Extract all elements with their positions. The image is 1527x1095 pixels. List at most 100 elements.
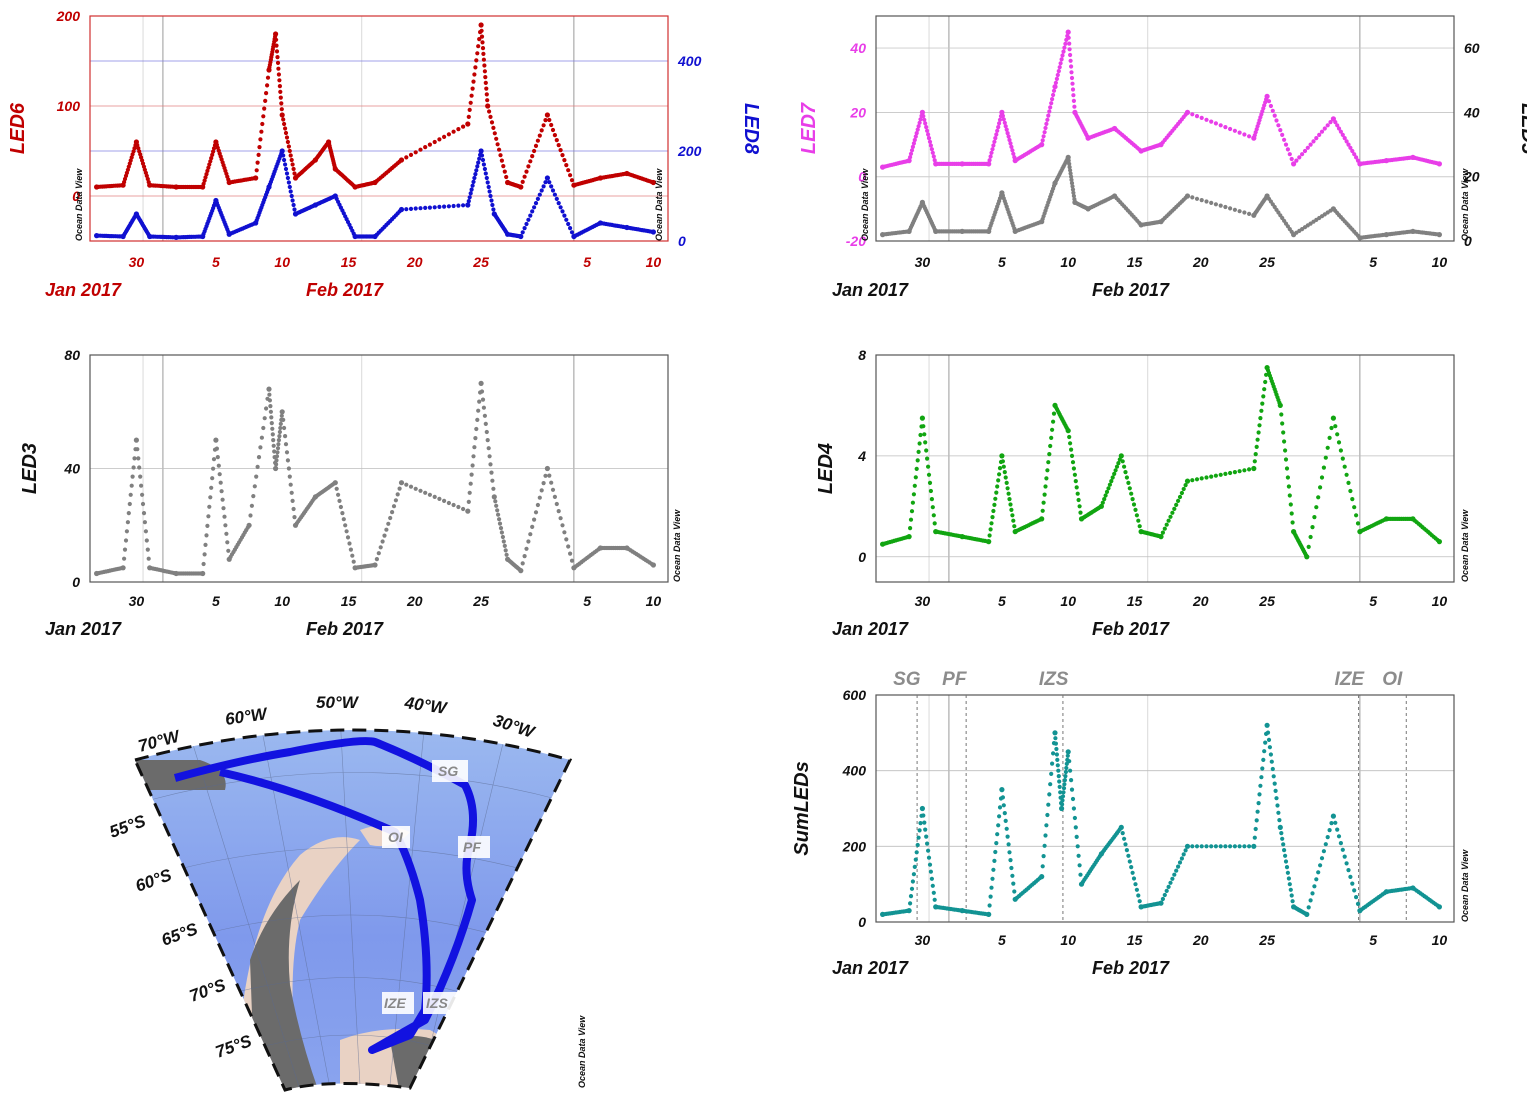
data-point — [911, 872, 917, 877]
data-point — [1181, 486, 1186, 492]
data-point-anchor — [1039, 142, 1045, 148]
data-point — [1050, 427, 1055, 432]
data-point — [1136, 518, 1141, 523]
data-point-anchor — [94, 570, 100, 577]
data-point — [269, 421, 274, 426]
data-point — [498, 526, 504, 531]
data-point — [1218, 844, 1223, 849]
data-point — [220, 497, 225, 502]
data-point — [252, 484, 257, 489]
data-point — [136, 456, 141, 461]
data-point — [909, 886, 915, 891]
data-point — [1051, 419, 1056, 424]
data-point — [908, 901, 913, 906]
data-point — [350, 553, 355, 558]
data-point-anchor — [1383, 232, 1389, 238]
data-point — [1120, 459, 1125, 464]
data-point-anchor — [1039, 874, 1045, 880]
data-point — [1164, 888, 1169, 894]
data-point — [481, 405, 486, 410]
data-point — [140, 492, 145, 497]
data-point — [265, 75, 271, 80]
data-point-anchor — [1138, 904, 1144, 910]
data-point-anchor — [94, 233, 100, 239]
data-point-anchor — [279, 409, 285, 415]
data-point — [286, 466, 291, 471]
data-point — [1228, 206, 1233, 211]
month-label: Jan 2017 — [832, 280, 909, 300]
data-point-anchor — [478, 380, 484, 386]
data-point — [994, 132, 999, 137]
data-point — [1228, 844, 1233, 849]
data-point-anchor — [1158, 900, 1164, 906]
data-point — [1290, 899, 1295, 904]
data-point — [927, 862, 933, 867]
data-point — [469, 187, 474, 192]
data-point-anchor — [959, 908, 965, 914]
data-point — [1308, 534, 1313, 540]
data-point-anchor — [1078, 516, 1085, 522]
data-point-anchor — [1052, 730, 1058, 736]
data-point — [432, 139, 437, 145]
data-point — [1074, 485, 1079, 490]
data-point — [1174, 502, 1179, 507]
data-point — [912, 137, 917, 143]
data-point — [1247, 844, 1252, 849]
data-point — [1114, 464, 1120, 469]
data-point — [258, 445, 263, 450]
data-point — [562, 158, 567, 163]
data-point — [917, 828, 922, 833]
data-point — [1137, 899, 1142, 904]
data-point — [1269, 759, 1274, 764]
data-point — [537, 133, 542, 138]
data-point — [1338, 448, 1343, 453]
data-point — [427, 205, 432, 210]
data-point — [1272, 781, 1277, 786]
data-point — [265, 83, 270, 88]
data-point — [278, 425, 283, 431]
data-point — [1335, 827, 1340, 832]
data-point — [1071, 466, 1076, 471]
panel-sumleds: SG PF IZS IZE OI 0 200 400 600 SumLEDs 30 5 10 15 20 25… — [791, 669, 1470, 978]
data-point-anchor — [1065, 749, 1071, 755]
data-point — [201, 561, 206, 567]
data-point — [489, 120, 495, 125]
data-point — [1046, 113, 1051, 118]
data-point — [1258, 416, 1263, 421]
data-point — [495, 508, 500, 513]
data-point-anchor — [1330, 415, 1336, 421]
data-point-anchor — [959, 228, 965, 234]
data-point — [1183, 848, 1188, 853]
data-point — [281, 117, 286, 122]
odv-watermark: Ocean Data View — [672, 509, 682, 582]
data-point — [135, 447, 140, 452]
data-point — [442, 204, 447, 209]
data-point — [471, 79, 476, 84]
data-point — [262, 106, 267, 111]
data-point-anchor — [986, 161, 992, 167]
data-point — [1318, 485, 1323, 490]
data-point — [1283, 859, 1289, 864]
data-point — [504, 174, 509, 180]
data-point — [467, 195, 472, 200]
data-point — [1276, 123, 1281, 128]
data-point — [1069, 64, 1074, 69]
data-point-anchor — [352, 233, 358, 240]
data-point — [988, 894, 993, 899]
data-point — [1057, 65, 1062, 70]
data-point — [437, 137, 442, 142]
data-point — [476, 408, 481, 413]
data-point — [1260, 766, 1265, 771]
data-point — [910, 879, 916, 884]
data-point — [1325, 445, 1330, 450]
data-point — [391, 504, 397, 509]
data-point — [1340, 132, 1345, 137]
data-point — [1010, 513, 1015, 518]
data-point — [1053, 741, 1058, 746]
data-point-anchor — [1072, 199, 1078, 205]
data-point — [995, 484, 1000, 489]
data-point — [442, 498, 447, 503]
data-point — [427, 492, 432, 497]
data-point — [1001, 803, 1006, 808]
data-point-anchor — [120, 565, 126, 571]
